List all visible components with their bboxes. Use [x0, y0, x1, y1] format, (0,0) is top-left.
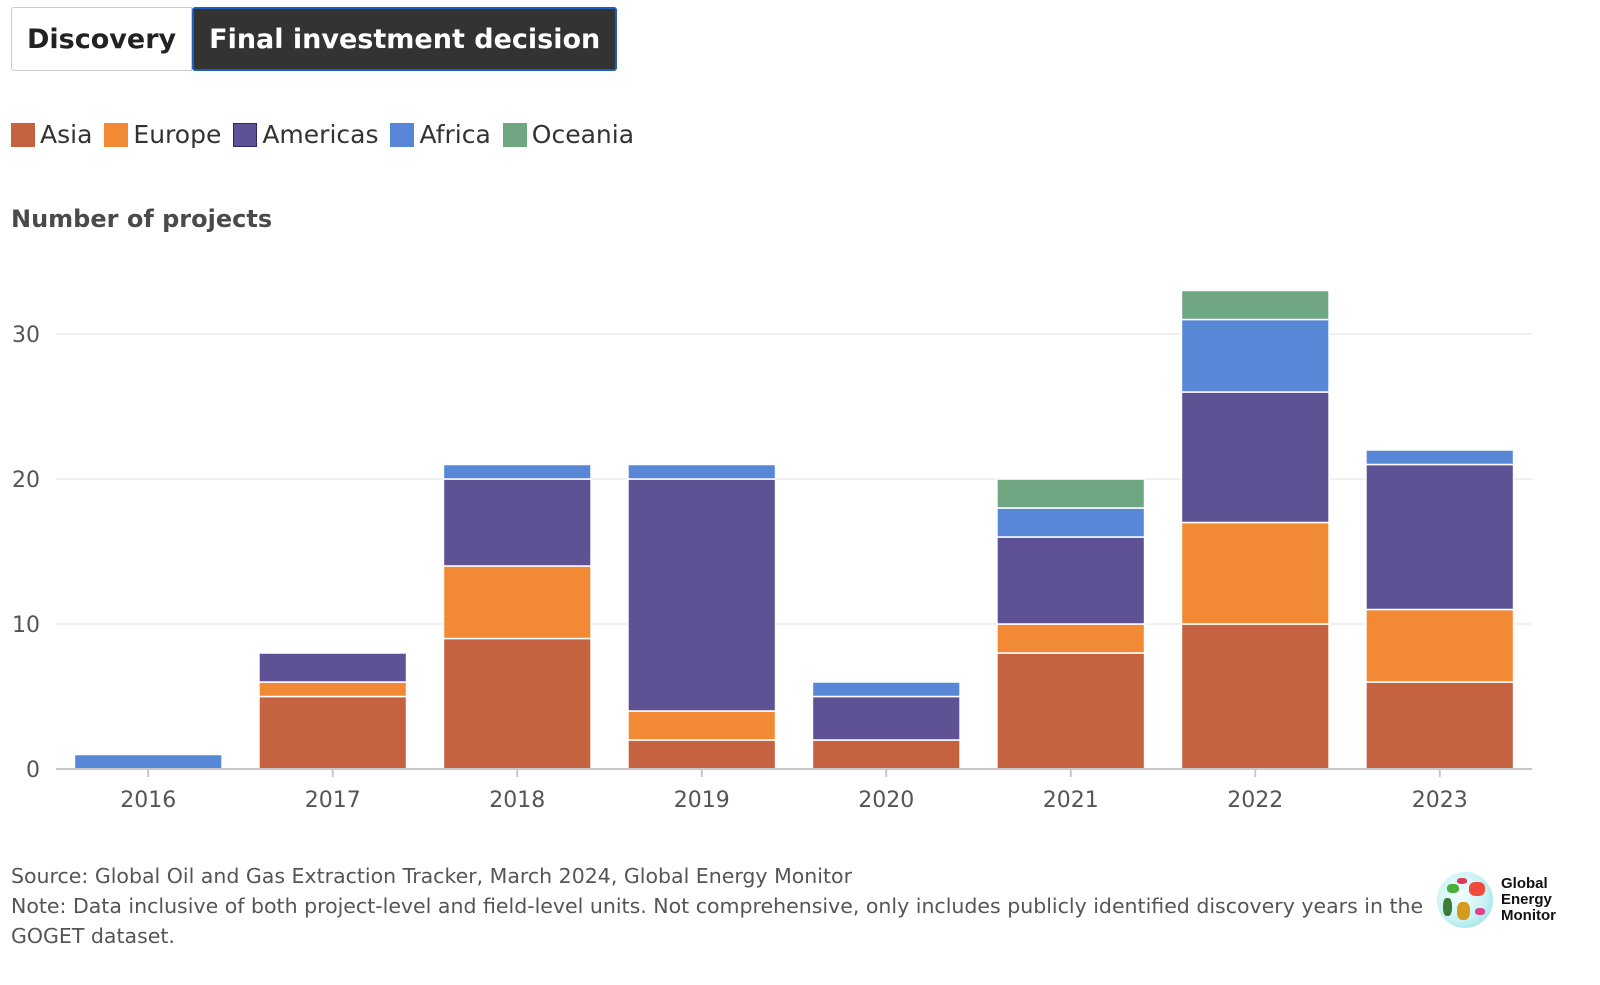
y-tick-label: 10 — [12, 613, 40, 638]
x-tick-label: 2020 — [858, 788, 914, 813]
x-tick-label: 2019 — [674, 788, 730, 813]
bar-segment-europe-2018 — [442, 565, 592, 640]
bar-segment-americas-2017 — [258, 652, 408, 683]
bar-segment-europe-2023 — [1365, 608, 1515, 683]
bar-segment-oceania-2021 — [996, 478, 1146, 509]
legend-item-africa[interactable]: Africa — [390, 120, 491, 149]
legend-item-asia[interactable]: Asia — [11, 120, 92, 149]
bar-segment-africa-2019 — [627, 463, 777, 480]
legend-item-europe[interactable]: Europe — [104, 120, 221, 149]
y-tick-label: 20 — [12, 468, 40, 493]
bar-segment-americas-2022 — [1180, 391, 1330, 524]
bar-segment-africa-2021 — [996, 507, 1146, 538]
gem-logo[interactable]: Global Energy Monitor — [1437, 872, 1556, 928]
bar-segment-africa-2016 — [73, 753, 223, 770]
bar-segment-asia-2022 — [1180, 623, 1330, 770]
legend-item-oceania[interactable]: Oceania — [502, 120, 635, 149]
bar-segment-africa-2022 — [1180, 318, 1330, 393]
x-tick-label: 2023 — [1412, 788, 1468, 813]
tab-discovery[interactable]: Discovery — [11, 7, 193, 71]
bar-segment-asia-2019 — [627, 739, 777, 770]
bar-segment-oceania-2022 — [1180, 289, 1330, 321]
x-tick-label: 2021 — [1043, 788, 1099, 813]
stacked-bar-chart: 0 10 20 30 2016 2017 2018 2019 2020 2021 2022 2023 — [12, 289, 1532, 813]
bar-segment-africa-2023 — [1365, 449, 1515, 466]
y-axis-title: Number of projects — [11, 205, 273, 233]
bar-segment-europe-2021 — [996, 623, 1146, 654]
logo-text: Global Energy Monitor — [1501, 876, 1556, 924]
x-tick-label: 2018 — [489, 788, 545, 813]
legend-swatch-asia — [11, 122, 35, 147]
logo-line-2: Energy — [1501, 891, 1552, 908]
legend-label: Africa — [419, 120, 491, 149]
legend-swatch-africa — [390, 122, 415, 147]
x-tick-label: 2016 — [120, 788, 176, 813]
legend-label: Europe — [133, 120, 222, 149]
logo-line-1: Global — [1501, 875, 1548, 892]
legend-swatch-americas — [233, 122, 258, 147]
tab-final-investment-decision[interactable]: Final investment decision — [192, 7, 618, 71]
x-tick-label: 2017 — [305, 788, 361, 813]
legend-label: Oceania — [531, 120, 635, 149]
bar-segment-americas-2021 — [996, 536, 1146, 625]
bar-segment-americas-2019 — [627, 478, 777, 712]
bar-segment-americas-2023 — [1365, 463, 1515, 611]
legend-swatch-europe — [104, 122, 129, 147]
y-tick-label: 30 — [12, 323, 40, 348]
bar-segment-africa-2020 — [811, 681, 961, 698]
bar-segment-asia-2018 — [442, 637, 592, 770]
logo-line-3: Monitor — [1501, 907, 1556, 924]
x-axis — [56, 768, 1532, 777]
chart-footer: Source: Global Oil and Gas Extraction Tr… — [11, 861, 1431, 951]
y-axis: 0 10 20 30 — [12, 323, 40, 783]
chart-legend: Asia Europe Americas Africa Oceania — [11, 120, 646, 149]
globe-icon — [1437, 872, 1493, 928]
source-note: Source: Global Oil and Gas Extraction Tr… — [11, 864, 853, 888]
bar-segment-asia-2021 — [996, 652, 1146, 770]
bar-segment-europe-2017 — [258, 681, 408, 698]
x-tick-labels: 2016 2017 2018 2019 2020 2021 2022 2023 — [120, 788, 1468, 813]
bar-segment-asia-2020 — [811, 739, 961, 770]
bar-segment-americas-2018 — [442, 478, 592, 567]
legend-label: Americas — [262, 120, 379, 149]
bar-segment-asia-2017 — [258, 695, 408, 770]
bar-segment-europe-2019 — [627, 710, 777, 741]
legend-swatch-oceania — [502, 122, 527, 147]
bar-segment-europe-2022 — [1180, 521, 1330, 625]
view-tabs: Discovery Final investment decision — [11, 7, 618, 71]
bar-segment-asia-2023 — [1365, 681, 1515, 770]
bars — [73, 289, 1515, 770]
legend-item-americas[interactable]: Americas — [233, 120, 378, 149]
data-note: Note: Data inclusive of both project-lev… — [11, 894, 1424, 948]
legend-label: Asia — [40, 120, 93, 149]
bar-segment-americas-2020 — [811, 695, 961, 741]
y-tick-label: 0 — [26, 758, 40, 783]
bar-segment-africa-2018 — [442, 463, 592, 480]
x-tick-label: 2022 — [1227, 788, 1283, 813]
